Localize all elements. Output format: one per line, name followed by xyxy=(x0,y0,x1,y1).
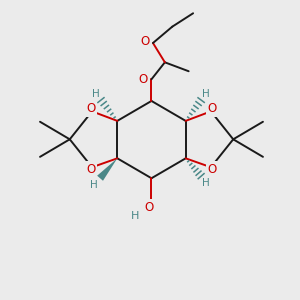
Text: O: O xyxy=(86,163,95,176)
Polygon shape xyxy=(97,158,117,181)
Text: O: O xyxy=(86,103,95,116)
Text: H: H xyxy=(131,211,139,221)
Text: H: H xyxy=(90,180,98,190)
Text: H: H xyxy=(202,88,210,98)
Text: O: O xyxy=(140,35,149,48)
Text: O: O xyxy=(208,163,217,176)
Text: O: O xyxy=(139,73,148,86)
Text: O: O xyxy=(144,201,153,214)
Text: O: O xyxy=(208,103,217,116)
Text: H: H xyxy=(202,178,210,188)
Text: H: H xyxy=(92,88,100,98)
